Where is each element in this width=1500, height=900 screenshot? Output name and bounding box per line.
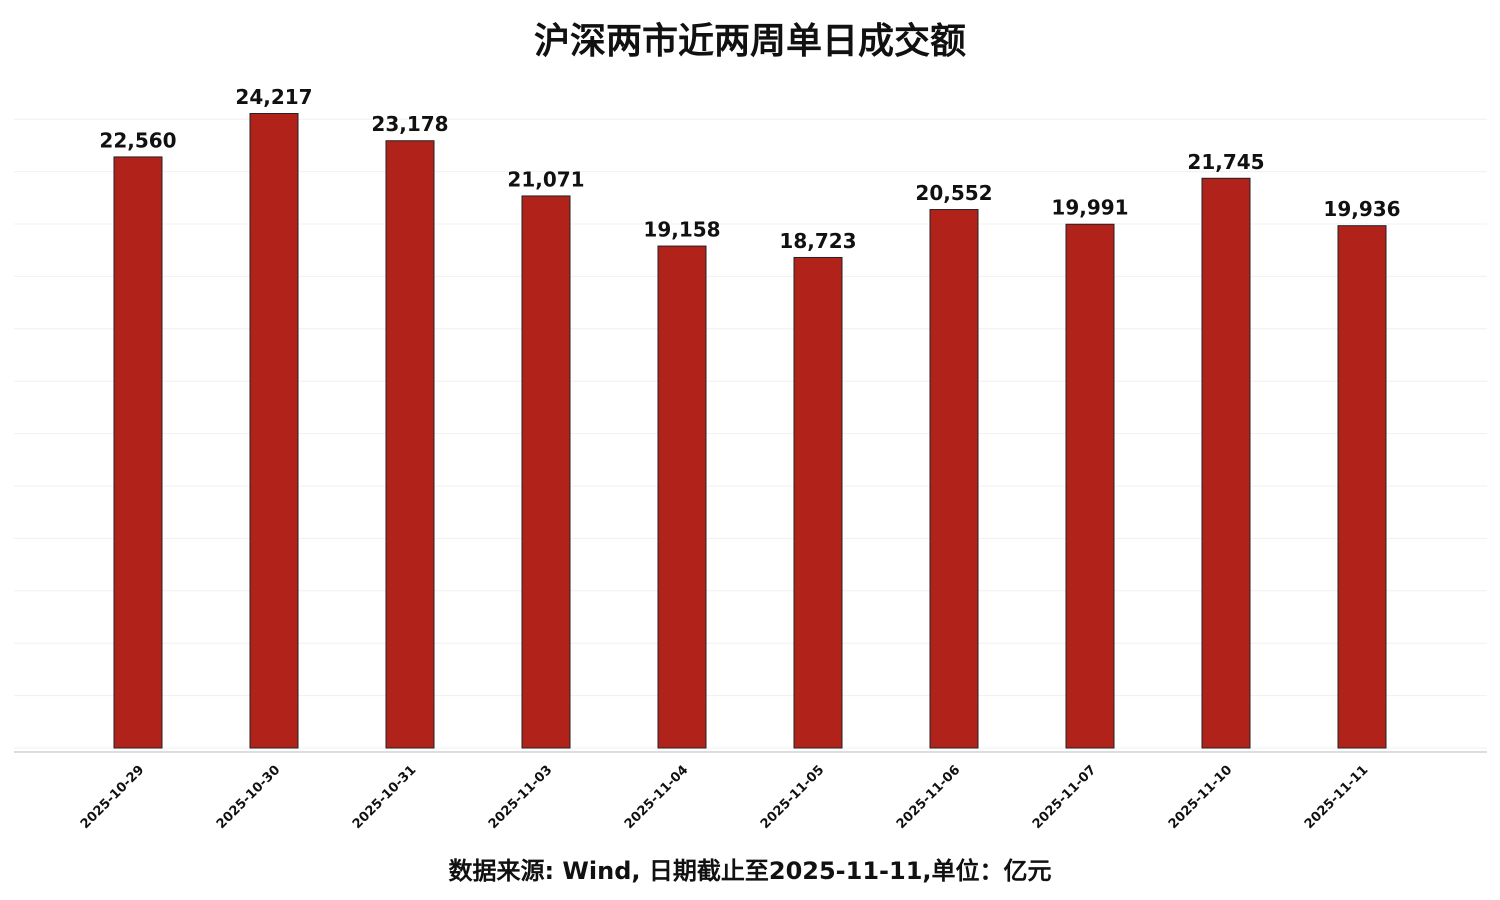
x-tick-label: 2025-11-05: [758, 763, 827, 832]
x-tick-label: 2025-11-04: [622, 763, 691, 832]
x-tick-label: 2025-11-06: [894, 763, 963, 832]
x-tick-label: 2025-11-11: [1302, 763, 1371, 832]
x-tick-label: 2025-10-30: [214, 763, 283, 832]
x-tick-label: 2025-11-03: [486, 763, 555, 832]
value-label: 19,936: [1323, 197, 1400, 221]
value-label: 24,217: [235, 85, 312, 109]
source-note: 数据来源: Wind, 日期截止至2025-11-11,单位：亿元: [448, 857, 1051, 885]
x-tick-label: 2025-11-07: [1030, 763, 1099, 832]
value-label: 21,745: [1187, 150, 1264, 174]
bar: [521, 195, 571, 749]
bar: [1201, 177, 1251, 749]
bar: [657, 245, 707, 749]
bar: [1065, 223, 1115, 749]
value-label: 23,178: [371, 112, 448, 136]
x-tick-label: 2025-11-10: [1166, 763, 1235, 832]
bar: [113, 156, 163, 749]
chart-title: 沪深两市近两周单日成交额: [534, 20, 966, 62]
x-tick-label: 2025-10-31: [350, 763, 419, 832]
bar: [249, 113, 299, 749]
value-label: 21,071: [507, 167, 584, 191]
bar: [385, 140, 435, 749]
value-label: 20,552: [915, 181, 992, 205]
bar: [1337, 225, 1387, 749]
value-label: 22,560: [99, 128, 176, 152]
value-label: 18,723: [779, 229, 856, 253]
x-tick-label: 2025-10-29: [78, 763, 147, 832]
value-label: 19,158: [643, 218, 720, 242]
bar: [793, 256, 843, 749]
bar: [929, 209, 979, 749]
value-label: 19,991: [1051, 196, 1128, 220]
